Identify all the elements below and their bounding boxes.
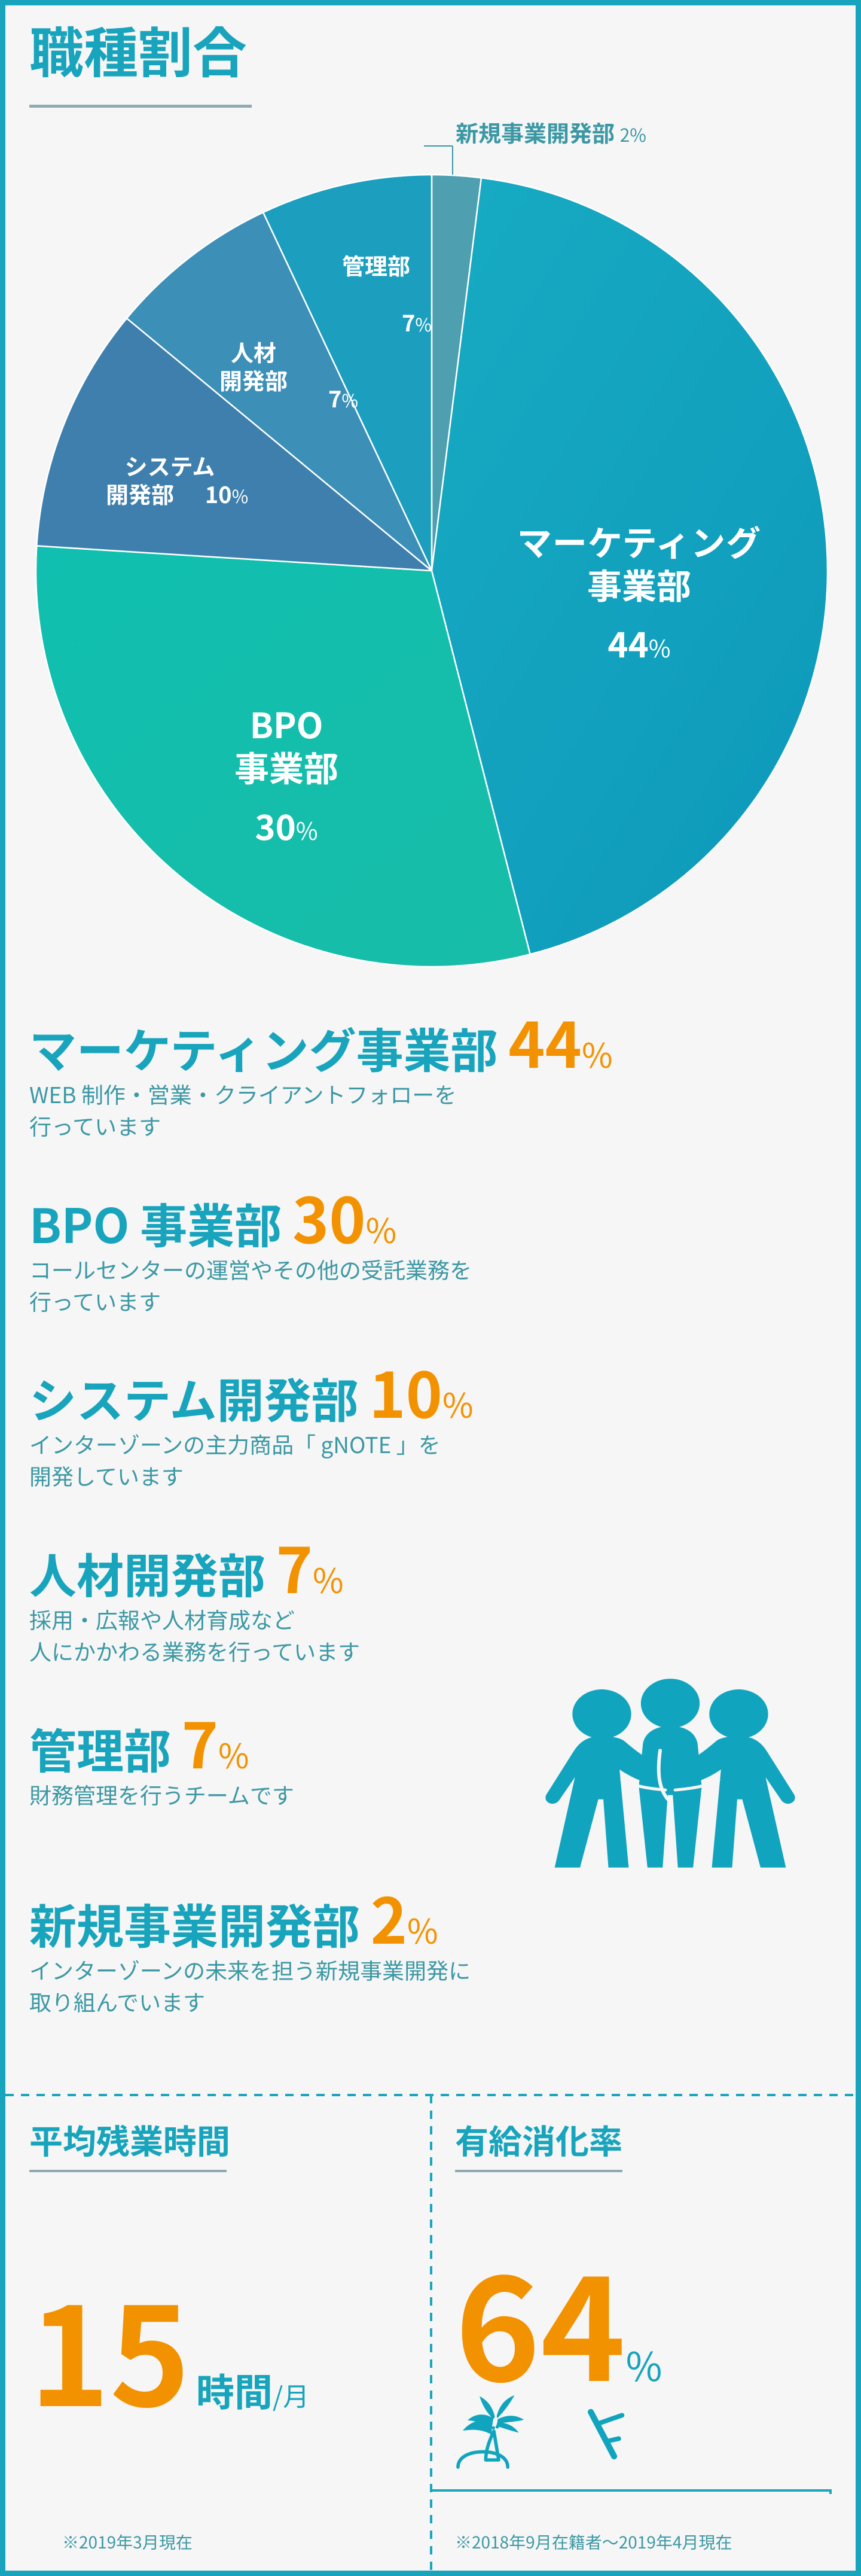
svg-text:事業部: 事業部 <box>234 741 338 791</box>
svg-text:管理部: 管理部 <box>342 248 410 281</box>
svg-text:新規事業開発部 2%: 新規事業開発部 2% <box>456 115 646 148</box>
svg-text:7%: 7% <box>402 305 432 338</box>
svg-text:10%: 10% <box>205 477 248 510</box>
svg-text:事業部: 事業部 <box>587 559 691 609</box>
svg-text:7%: 7% <box>328 381 358 414</box>
svg-text:開発部: 開発部 <box>106 477 174 510</box>
svg-text:開発部: 開発部 <box>219 363 288 396</box>
